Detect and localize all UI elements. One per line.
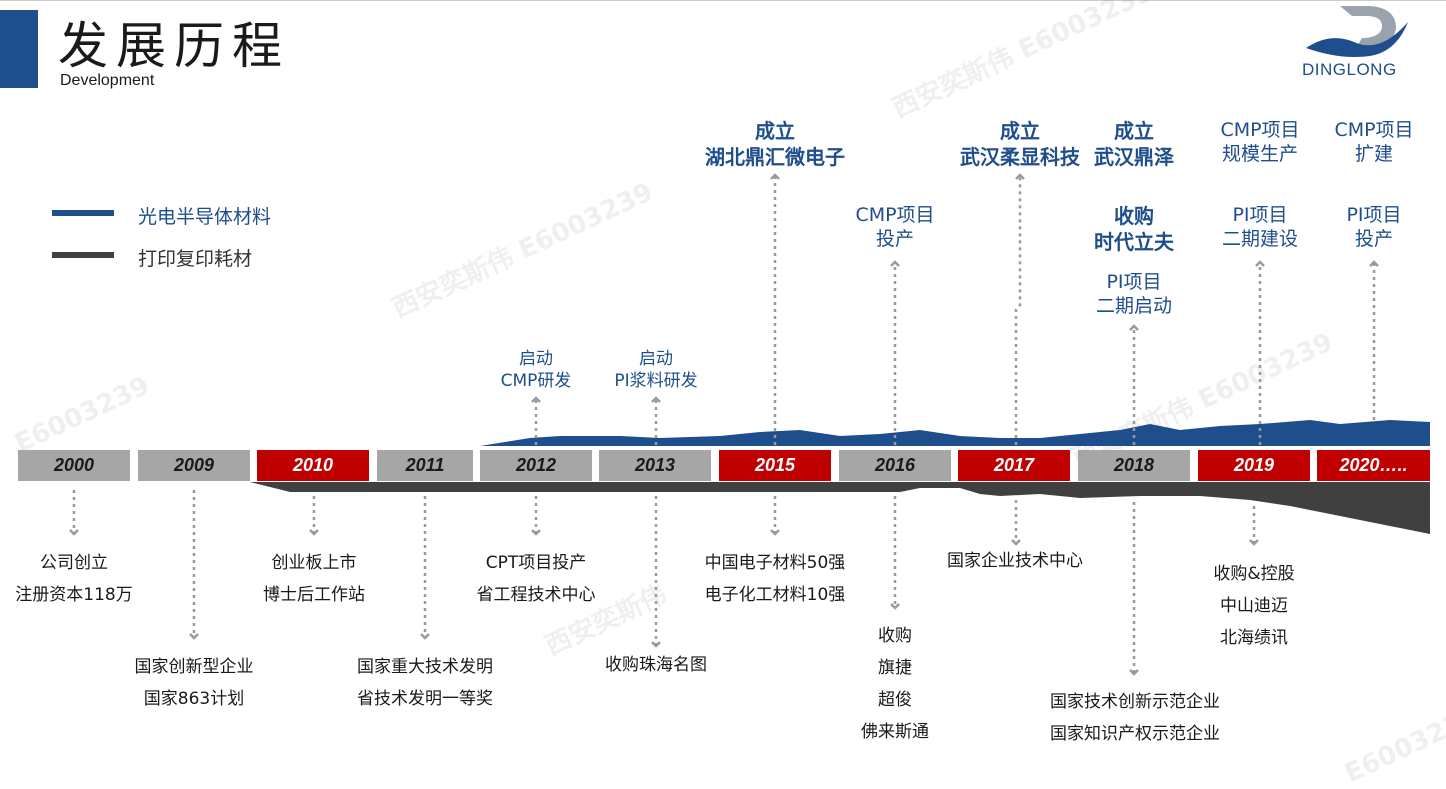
event-2019-cmp: CMP项目 规模生产 — [1220, 119, 1300, 165]
printing-area — [18, 482, 1430, 534]
event-2015-below: 中国电子材料50强 电子化工材料10强 — [704, 553, 846, 605]
event-2018-acquisition: 收购 时代立夫 — [1094, 204, 1174, 254]
event-2018-pi: PI项目 二期启动 — [1095, 271, 1172, 317]
event-2020-pi: PI项目 投产 — [1346, 204, 1402, 250]
event-2010-below: 创业板上市 博士后工作站 — [263, 553, 365, 605]
year-2016: 2016 — [839, 450, 951, 481]
event-2009-below: 国家创新型企业 国家863计划 — [134, 657, 254, 709]
event-2011-below: 国家重大技术发明 省技术发明一等奖 — [357, 657, 493, 709]
year-2018: 2018 — [1078, 450, 1190, 481]
year-2020: 2020….. — [1317, 450, 1430, 481]
year-2011: 2011 — [377, 450, 473, 481]
logo-text: DINGLONG — [1302, 60, 1397, 79]
legend-swatch-optoelectronic — [52, 210, 114, 216]
event-2017-below: 国家企业技术中心 — [947, 551, 1083, 571]
event-2018-founded: 成立 武汉鼎泽 — [1094, 119, 1174, 169]
legend-swatch-printing — [52, 252, 114, 258]
timeline-graphics — [18, 173, 1430, 676]
year-2009: 2009 — [138, 450, 250, 481]
event-2018-below: 国家技术创新示范企业 国家知识产权示范企业 — [1050, 692, 1220, 744]
event-2013-above: 启动 PI浆料研发 — [614, 349, 698, 391]
header-accent-bar — [0, 10, 38, 88]
legend-label-optoelectronic: 光电半导体材料 — [138, 206, 272, 228]
year-2013: 2013 — [599, 450, 711, 481]
optoelectronic-area — [480, 420, 1430, 446]
arrow-2017-up — [1014, 173, 1025, 445]
page-title: 发展历程 — [58, 17, 290, 75]
top-rule — [0, 0, 1446, 1]
dinglong-logo-icon — [1306, 6, 1408, 57]
event-2019-pi: PI项目 二期建设 — [1221, 204, 1298, 250]
year-2019: 2019 — [1198, 450, 1310, 481]
event-2012-above: 启动 CMP研发 — [500, 349, 572, 391]
event-2015-above: 成立 湖北鼎汇微电子 — [705, 119, 845, 169]
year-2012: 2012 — [480, 450, 592, 481]
event-2012-below: CPT项目投产 省工程技术中心 — [476, 553, 596, 605]
year-2010: 2010 — [257, 450, 369, 481]
year-2000: 2000 — [18, 450, 130, 481]
year-2015: 2015 — [719, 450, 831, 481]
event-2017-above: 成立 武汉柔显科技 — [960, 119, 1080, 169]
event-2013-below: 收购珠海名图 — [605, 655, 707, 675]
event-2016-below: 收购 旗捷 超俊 佛来斯通 — [861, 626, 929, 742]
event-2020-cmp: CMP项目 扩建 — [1334, 119, 1414, 165]
year-2017: 2017 — [958, 450, 1070, 481]
event-2016-above: CMP项目 投产 — [855, 204, 935, 250]
legend-label-printing: 打印复印耗材 — [138, 248, 253, 270]
event-2019-below: 收购&控股 中山迪迈 北海绩讯 — [1213, 564, 1295, 648]
page-subtitle: Development — [60, 72, 155, 89]
event-2000-below: 公司创立 注册资本118万 — [15, 553, 133, 605]
